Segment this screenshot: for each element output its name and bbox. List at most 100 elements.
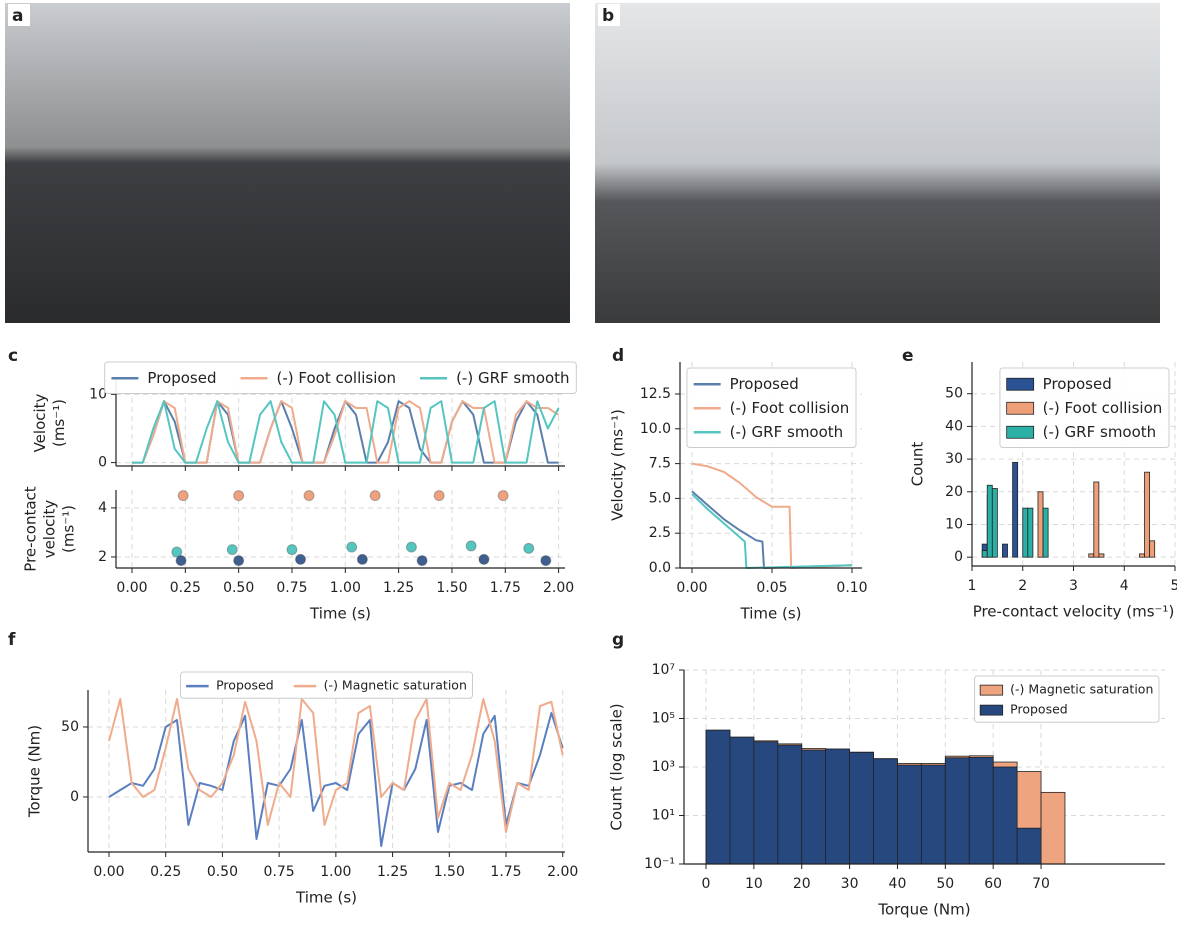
y-tick-label: 10 [945, 516, 963, 532]
point [370, 491, 380, 501]
y-tick-label: 30 [945, 451, 963, 467]
y-tick-label: 0 [954, 549, 963, 565]
bar [778, 745, 802, 864]
bar [982, 551, 987, 558]
x-tick-label: 1.75 [490, 580, 521, 596]
x-tick-label: 0.75 [276, 580, 307, 596]
bar [945, 758, 969, 864]
point [296, 554, 306, 564]
x-axis-label: Time (s) [740, 605, 802, 623]
bar [1099, 554, 1104, 557]
point [466, 541, 476, 551]
bar [1028, 508, 1033, 557]
figure: a b c010Velocity(ms⁻¹)Proposed(-) Foot c… [0, 0, 1177, 928]
x-tick-label: 2.00 [543, 580, 574, 596]
legend-patch [1007, 402, 1034, 414]
bar [826, 749, 850, 864]
y-tick-label: 50 [61, 719, 79, 735]
point [227, 545, 237, 555]
x-tick-label: 4 [1120, 578, 1129, 594]
point [347, 542, 357, 552]
panel-label: a [12, 6, 23, 26]
point [304, 491, 314, 501]
x-tick-label: 0.25 [170, 580, 201, 596]
point [498, 491, 508, 501]
point [541, 556, 551, 566]
point [417, 556, 427, 566]
y-tick-label: 7.5 [649, 456, 671, 472]
y-axis-label: (ms⁻¹) [50, 399, 68, 447]
legend: Proposed(-) Magnetic saturation [186, 678, 467, 693]
bar [1139, 554, 1144, 557]
legend-label: (-) Magnetic saturation [1010, 682, 1153, 697]
legend-patch [1007, 378, 1034, 390]
legend-label: (-) Foot collision [276, 369, 396, 387]
y-tick-label: 5.0 [649, 490, 671, 506]
x-axis-label: Time (s) [309, 605, 371, 623]
panel-label: f [8, 630, 16, 650]
bar [1002, 544, 1007, 557]
bar [706, 730, 730, 864]
point [234, 556, 244, 566]
point [434, 491, 444, 501]
y-tick-label: 10¹ [652, 808, 675, 824]
legend-label: Proposed [1043, 375, 1112, 393]
panel-label: e [902, 346, 914, 366]
y-axis-label: Pre-contact [22, 486, 40, 572]
x-tick-label: 1.00 [330, 580, 361, 596]
y-tick-label: 0 [70, 789, 79, 805]
x-tick-label: 0 [702, 876, 711, 892]
x-tick-label: 1.25 [377, 864, 408, 880]
y-tick-label: 10⁷ [652, 662, 675, 678]
y-tick-label: 40 [945, 418, 963, 434]
legend-label: (-) Magnetic saturation [324, 678, 467, 693]
point [524, 543, 534, 553]
x-tick-label: 0.00 [676, 580, 707, 596]
x-tick-label: 1.50 [434, 864, 465, 880]
x-axis-label: Torque (Nm) [877, 901, 970, 919]
x-tick-label: 0.05 [756, 580, 787, 596]
x-axis-label: Time (s) [295, 889, 357, 907]
y-tick-label: 4 [98, 500, 107, 516]
x-tick-label: 30 [841, 876, 859, 892]
bar [897, 765, 921, 864]
x-tick-label: 70 [1032, 876, 1050, 892]
bar [754, 742, 778, 864]
x-tick-label: 0.10 [836, 580, 867, 596]
y-tick-label: 2.5 [649, 525, 671, 541]
y-axis-label: Velocity [31, 393, 49, 452]
legend-label: (-) GRF smooth [730, 423, 844, 441]
bar [1023, 508, 1028, 557]
bar [850, 752, 874, 864]
point [178, 491, 188, 501]
legend-label: (-) GRF smooth [1043, 423, 1157, 441]
bar [1013, 462, 1018, 557]
x-tick-label: 0.25 [150, 864, 181, 880]
bar [1043, 508, 1048, 557]
photo-b [595, 3, 1160, 323]
x-tick-label: 2.00 [547, 864, 578, 880]
y-tick-label: 10³ [652, 759, 675, 775]
y-tick-label: 0.0 [649, 560, 671, 576]
legend-patch [980, 705, 1003, 715]
y-axis-label: (ms⁻¹) [60, 505, 78, 553]
bar [969, 757, 993, 864]
x-tick-label: 3 [1069, 578, 1078, 594]
bar [987, 485, 992, 557]
bar [1089, 554, 1094, 557]
panel-label: d [612, 346, 624, 366]
bar [1094, 482, 1099, 557]
x-tick-label: 0.00 [93, 864, 124, 880]
y-axis-label: Count [909, 442, 927, 487]
x-tick-label: 60 [984, 876, 1002, 892]
bar [730, 737, 754, 864]
bar [1041, 792, 1065, 864]
x-tick-label: 1.00 [320, 864, 351, 880]
point [357, 554, 367, 564]
y-tick-label: 10.0 [640, 421, 671, 437]
bar [921, 765, 945, 864]
photo-a [5, 3, 570, 323]
y-tick-label: 50 [945, 386, 963, 402]
y-tick-label: 0 [98, 455, 107, 471]
point [234, 491, 244, 501]
